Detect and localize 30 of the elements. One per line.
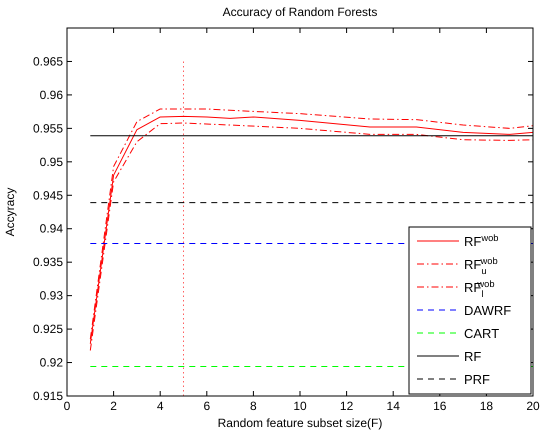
- y-tick-label: 0.935: [32, 255, 64, 270]
- x-tick-label: 8: [250, 399, 258, 413]
- y-tick-label: 0.95: [40, 154, 64, 169]
- chart-title: Accuracy of Random Forests: [222, 5, 378, 19]
- y-tick-label: 0.955: [32, 121, 64, 136]
- y-tick-label: 0.965: [32, 54, 64, 68]
- legend-label: PRF: [464, 372, 490, 387]
- legend-label: DAWRF: [464, 303, 512, 318]
- x-tick-label: 10: [293, 399, 307, 413]
- x-tick-label: 18: [480, 399, 494, 413]
- y-tick-label: 0.93: [40, 288, 64, 303]
- x-tick-label: 4: [156, 399, 164, 413]
- x-tick-label: 0: [64, 399, 71, 413]
- legend-label: RF$^{wob}$: [464, 233, 498, 249]
- legend-label: CART: [464, 326, 500, 341]
- y-tick-label: 0.915: [32, 389, 64, 403]
- x-tick-label: 12: [340, 399, 354, 413]
- x-tick-label: 2: [110, 399, 118, 413]
- x-tick-label: 6: [203, 399, 210, 413]
- y-tick-label: 0.92: [40, 356, 64, 370]
- legend-label: RF: [464, 349, 482, 364]
- y-tick-label: 0.945: [32, 188, 64, 202]
- y-tick-label: 0.96: [40, 88, 64, 102]
- y-axis-title: Accyracy: [3, 188, 17, 236]
- x-tick-label: 14: [386, 399, 400, 413]
- x-tick-label: 16: [433, 399, 447, 413]
- y-tick-label: 0.925: [32, 322, 64, 336]
- y-tick-label: 0.94: [40, 222, 64, 236]
- x-axis-title: Random feature subset size(F): [218, 416, 382, 430]
- x-tick-label: 20: [526, 399, 540, 413]
